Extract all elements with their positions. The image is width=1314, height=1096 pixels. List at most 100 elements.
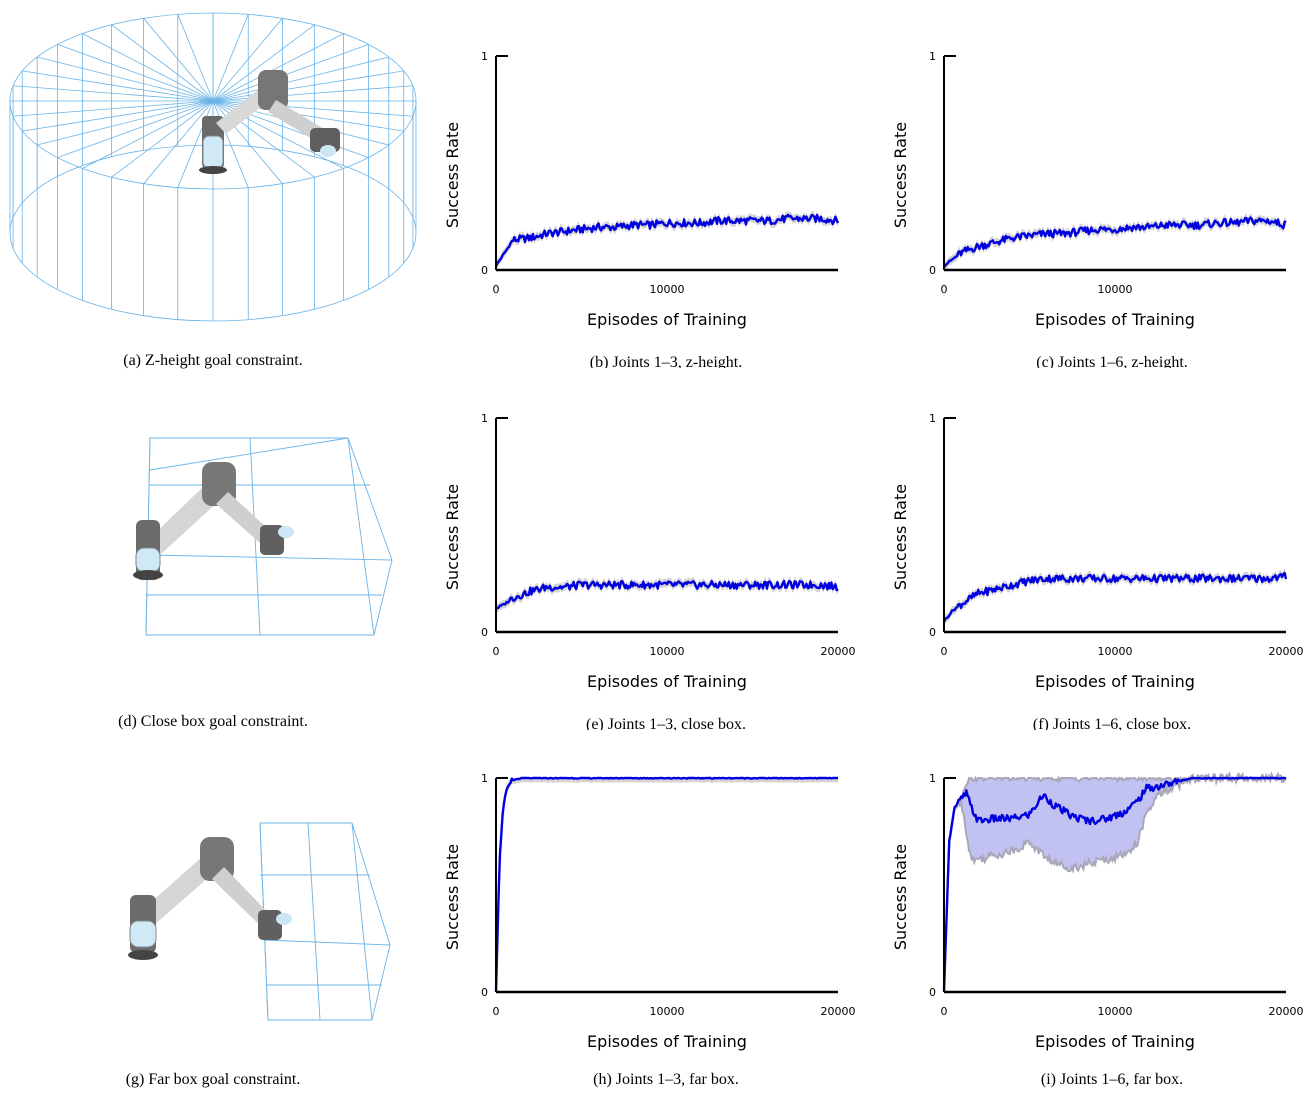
x-tick-label: 0 xyxy=(941,645,948,658)
y-axis-label: Success Rate xyxy=(443,484,462,590)
cage-spoke xyxy=(57,44,214,102)
success-rate-line xyxy=(494,776,838,993)
caption-c: (c) Joints 1–6, z-height. xyxy=(1036,354,1188,368)
x-tick-label: 0 xyxy=(941,283,948,296)
cage-spoke xyxy=(143,18,214,102)
cage-spoke xyxy=(212,24,315,102)
x-axis-label: Episodes of Training xyxy=(1035,310,1195,329)
success-rate-line xyxy=(943,216,1287,268)
confidence-band xyxy=(496,210,838,270)
cage-spoke xyxy=(57,100,214,158)
x-axis-label: Episodes of Training xyxy=(587,672,747,691)
x-tick-label: 20000 xyxy=(821,1005,856,1018)
x-tick-label: 20000 xyxy=(1269,645,1304,658)
box-cage xyxy=(259,822,391,1021)
cage-spoke xyxy=(22,70,214,102)
x-tick-label: 10000 xyxy=(650,283,685,296)
robot-arm xyxy=(128,837,292,960)
chart-c: 0 1 0 10000 Episodes of Training Success Rate xyxy=(884,40,1304,340)
x-tick-label: 20000 xyxy=(821,645,856,658)
y-axis-label: Success Rate xyxy=(443,844,462,950)
caption-a: (a) Z-height goal constraint. xyxy=(123,352,303,369)
confidence-band xyxy=(944,773,1286,993)
cage-spoke xyxy=(212,56,389,102)
robot-arm xyxy=(199,70,340,174)
x-tick-label: 0 xyxy=(493,645,500,658)
x-tick-label: 10000 xyxy=(650,1005,685,1018)
y-axis-label: Success Rate xyxy=(891,122,910,228)
cage-spoke xyxy=(13,85,214,102)
caption-i: (i) Joints 1–6, far box. xyxy=(1040,1071,1184,1088)
cage-spoke xyxy=(111,24,214,102)
cage-spoke xyxy=(82,33,214,102)
cage-spoke xyxy=(212,85,413,102)
cage-spoke xyxy=(22,100,214,132)
y-tick-label: 0 xyxy=(929,626,936,639)
cage-spoke xyxy=(212,33,344,102)
x-tick-label: 10000 xyxy=(1098,645,1133,658)
x-axis-label: Episodes of Training xyxy=(587,310,747,329)
caption-f: (f) Joints 1–6, close box. xyxy=(1032,716,1192,730)
x-axis-label: Episodes of Training xyxy=(1035,672,1195,691)
chart-f: 0 1 0 10000 20000 Episodes of Training Success… xyxy=(884,402,1304,702)
y-tick-label: 1 xyxy=(929,412,936,425)
y-axis-label: Success Rate xyxy=(891,484,910,590)
confidence-band xyxy=(496,778,838,992)
zheight-robot-illustration xyxy=(6,8,420,326)
cage-spoke xyxy=(212,44,369,102)
cage-spoke xyxy=(212,18,283,102)
y-tick-label: 0 xyxy=(929,264,936,277)
cage-spoke xyxy=(212,100,249,188)
x-tick-label: 10000 xyxy=(1098,1005,1133,1018)
success-rate-line xyxy=(495,579,839,610)
y-tick-label: 1 xyxy=(929,50,936,63)
cage-spoke xyxy=(177,14,214,102)
far-box-robot-illustration xyxy=(120,815,410,1025)
chart-b: 0 1 0 10000 Episodes of Training Success Rate xyxy=(436,40,856,340)
cage-spoke xyxy=(37,100,214,146)
y-tick-label: 1 xyxy=(481,50,488,63)
cage-spoke xyxy=(177,100,214,188)
chart-i: 0 1 0 10000 20000 Episodes of Training Success… xyxy=(884,762,1304,1062)
cage-spoke xyxy=(212,70,404,102)
success-rate-line xyxy=(942,776,1287,992)
y-axis-label: Success Rate xyxy=(443,122,462,228)
x-tick-label: 10000 xyxy=(1098,283,1133,296)
cylinder-cage xyxy=(9,12,417,322)
caption-e: (e) Joints 1–3, close box. xyxy=(586,716,746,730)
y-tick-label: 0 xyxy=(481,626,488,639)
success-rate-line xyxy=(494,213,840,267)
confidence-band xyxy=(944,568,1286,627)
cage-spoke xyxy=(111,100,214,178)
cage-spoke xyxy=(82,100,214,169)
caption-d: (d) Close box goal constraint. xyxy=(118,713,308,730)
x-tick-label: 0 xyxy=(493,283,500,296)
caption-g: (g) Far box goal constraint. xyxy=(125,1071,301,1088)
band-lower-edge xyxy=(943,770,1287,993)
y-tick-label: 1 xyxy=(481,772,488,785)
cage-spoke xyxy=(143,100,214,184)
cage-spoke xyxy=(13,100,214,117)
caption-b: (b) Joints 1–3, z-height. xyxy=(589,354,743,368)
chart-h: 0 1 0 10000 20000 Episodes of Training Success… xyxy=(436,762,856,1062)
y-tick-label: 0 xyxy=(481,986,488,999)
y-tick-label: 0 xyxy=(929,986,936,999)
x-tick-label: 0 xyxy=(493,1005,500,1018)
y-axis-label: Success Rate xyxy=(891,844,910,950)
caption-h: (h) Joints 1–3, far box. xyxy=(593,1071,739,1088)
y-tick-label: 1 xyxy=(929,772,936,785)
y-tick-label: 0 xyxy=(481,264,488,277)
cage-spoke xyxy=(37,56,214,102)
x-tick-label: 20000 xyxy=(1269,1005,1304,1018)
x-tick-label: 0 xyxy=(941,1005,948,1018)
x-axis-label: Episodes of Training xyxy=(1035,1032,1195,1051)
x-axis-label: Episodes of Training xyxy=(587,1032,747,1051)
chart-e: 0 1 0 10000 20000 Episodes of Training Success… xyxy=(436,402,856,702)
close-box-robot-illustration xyxy=(120,430,410,640)
y-tick-label: 1 xyxy=(481,412,488,425)
x-tick-label: 10000 xyxy=(650,645,685,658)
success-rate-line xyxy=(942,571,1288,623)
robot-arm xyxy=(133,462,294,580)
cage-spoke xyxy=(212,100,283,184)
cage-spoke xyxy=(212,14,249,102)
